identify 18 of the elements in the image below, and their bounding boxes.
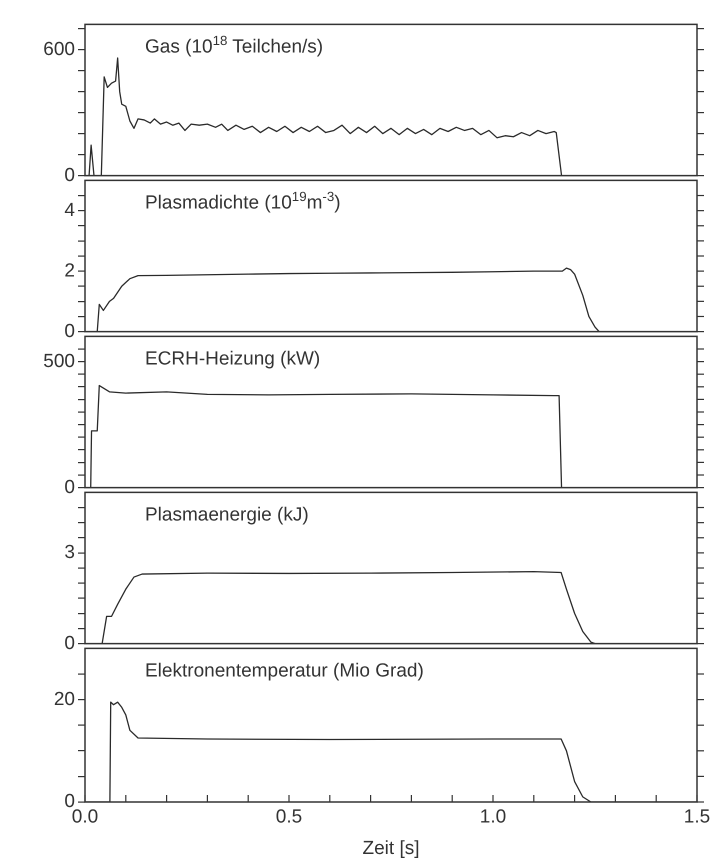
x-tick-label: 0.0 (72, 806, 98, 828)
y-tick-label: 3 (64, 542, 75, 564)
x-tick-label: 1.0 (480, 806, 506, 828)
x-tick-label: 1.5 (684, 806, 710, 828)
x-axis-title: Zeit [s] (362, 838, 420, 859)
text: ECRH-Heizung (kW) (145, 348, 320, 370)
y-tick-label: 4 (64, 200, 76, 221)
y-tick-label: 0 (64, 164, 75, 186)
y-tick-label: 600 (43, 38, 75, 60)
y-tick-label: 500 (43, 350, 75, 372)
text: Plasmaenergie (kJ) (145, 504, 309, 526)
text: Elektronentemperatur (Mio Grad) (145, 660, 424, 682)
y-tick-label: 0 (64, 632, 75, 654)
x-tick-label: 0.5 (276, 806, 302, 828)
y-tick-label: 20 (54, 688, 75, 710)
y-tick-label: 2 (64, 260, 75, 282)
y-tick-label: 0 (64, 476, 75, 498)
y-tick-label: 0 (64, 320, 75, 342)
